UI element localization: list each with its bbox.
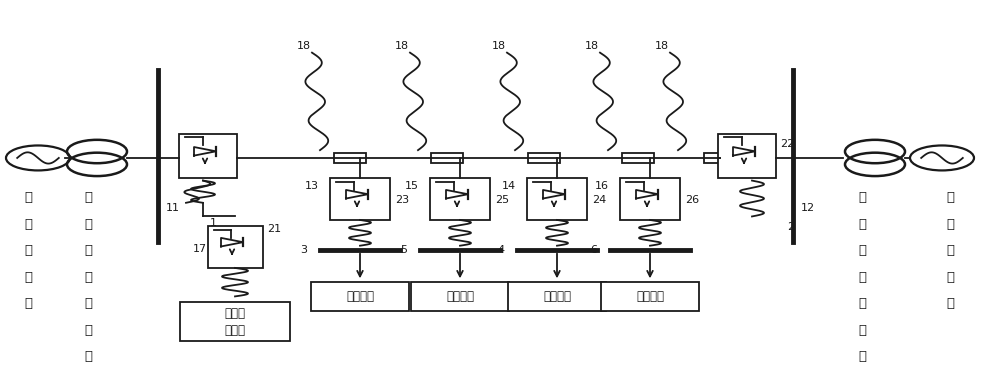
Text: 18: 18 bbox=[395, 41, 409, 51]
Text: 压: 压 bbox=[858, 324, 866, 337]
Bar bbox=[508, 282, 606, 311]
Text: 1: 1 bbox=[210, 218, 217, 228]
Text: 26: 26 bbox=[685, 195, 699, 205]
Bar bbox=[431, 153, 463, 163]
Bar bbox=[601, 282, 699, 311]
Text: 23: 23 bbox=[395, 195, 409, 205]
Text: 11: 11 bbox=[166, 202, 180, 213]
Bar bbox=[411, 282, 509, 311]
Bar bbox=[334, 153, 366, 163]
Bar bbox=[179, 134, 237, 179]
Text: 直流微网: 直流微网 bbox=[446, 290, 474, 303]
Text: 变: 变 bbox=[84, 297, 92, 310]
Text: 21: 21 bbox=[267, 224, 281, 234]
Text: 交流负荷: 交流负荷 bbox=[543, 290, 571, 303]
Text: 电: 电 bbox=[24, 271, 32, 284]
Text: 2: 2 bbox=[787, 222, 794, 232]
Bar bbox=[622, 153, 654, 163]
Text: 变: 变 bbox=[24, 244, 32, 257]
Text: 18: 18 bbox=[492, 41, 506, 51]
Text: 22: 22 bbox=[780, 139, 794, 149]
Text: 5: 5 bbox=[400, 245, 407, 255]
Bar bbox=[704, 153, 736, 163]
Text: 交流微网: 交流微网 bbox=[346, 290, 374, 303]
Text: 直流负荷: 直流负荷 bbox=[636, 290, 664, 303]
Bar bbox=[620, 178, 680, 220]
Text: 3: 3 bbox=[300, 245, 307, 255]
Text: 16: 16 bbox=[595, 181, 609, 191]
Text: 24: 24 bbox=[592, 195, 606, 205]
Text: 流: 流 bbox=[858, 271, 866, 284]
Bar bbox=[180, 302, 290, 341]
Text: 一: 一 bbox=[84, 218, 92, 230]
Text: 站: 站 bbox=[24, 297, 32, 310]
Text: 12: 12 bbox=[801, 202, 815, 213]
Text: 18: 18 bbox=[297, 41, 311, 51]
Text: 交: 交 bbox=[858, 244, 866, 257]
Text: 17: 17 bbox=[193, 243, 207, 254]
Text: 18: 18 bbox=[585, 41, 599, 51]
Text: 压: 压 bbox=[84, 324, 92, 337]
Bar bbox=[330, 178, 390, 220]
Bar bbox=[718, 134, 776, 179]
Text: 第: 第 bbox=[84, 191, 92, 204]
Text: 第: 第 bbox=[24, 191, 32, 204]
Text: 15: 15 bbox=[405, 181, 419, 191]
Text: 14: 14 bbox=[502, 181, 516, 191]
Text: 18: 18 bbox=[655, 41, 669, 51]
Text: 电: 电 bbox=[946, 271, 954, 284]
Bar bbox=[527, 178, 587, 220]
Bar bbox=[311, 282, 409, 311]
Bar bbox=[528, 153, 560, 163]
Text: 流: 流 bbox=[84, 271, 92, 284]
Text: 站: 站 bbox=[946, 297, 954, 310]
Text: 25: 25 bbox=[495, 195, 509, 205]
Text: 13: 13 bbox=[305, 181, 319, 191]
Text: 变: 变 bbox=[858, 297, 866, 310]
Text: 一: 一 bbox=[24, 218, 32, 230]
Text: 交: 交 bbox=[84, 244, 92, 257]
Text: 第: 第 bbox=[946, 191, 954, 204]
Bar bbox=[208, 226, 262, 268]
Bar bbox=[430, 178, 490, 220]
Text: 二: 二 bbox=[946, 218, 954, 230]
Text: 4: 4 bbox=[497, 245, 504, 255]
Text: 变: 变 bbox=[946, 244, 954, 257]
Text: 独立储
能单元: 独立储 能单元 bbox=[224, 307, 246, 337]
Text: 第: 第 bbox=[858, 191, 866, 204]
Text: 6: 6 bbox=[590, 245, 597, 255]
Text: 二: 二 bbox=[858, 218, 866, 230]
Text: 器: 器 bbox=[858, 350, 866, 363]
Text: 器: 器 bbox=[84, 350, 92, 363]
